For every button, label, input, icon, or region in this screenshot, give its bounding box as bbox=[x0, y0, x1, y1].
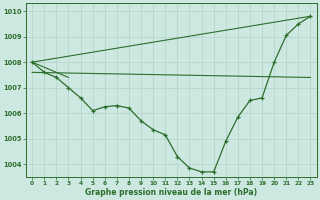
X-axis label: Graphe pression niveau de la mer (hPa): Graphe pression niveau de la mer (hPa) bbox=[85, 188, 257, 197]
